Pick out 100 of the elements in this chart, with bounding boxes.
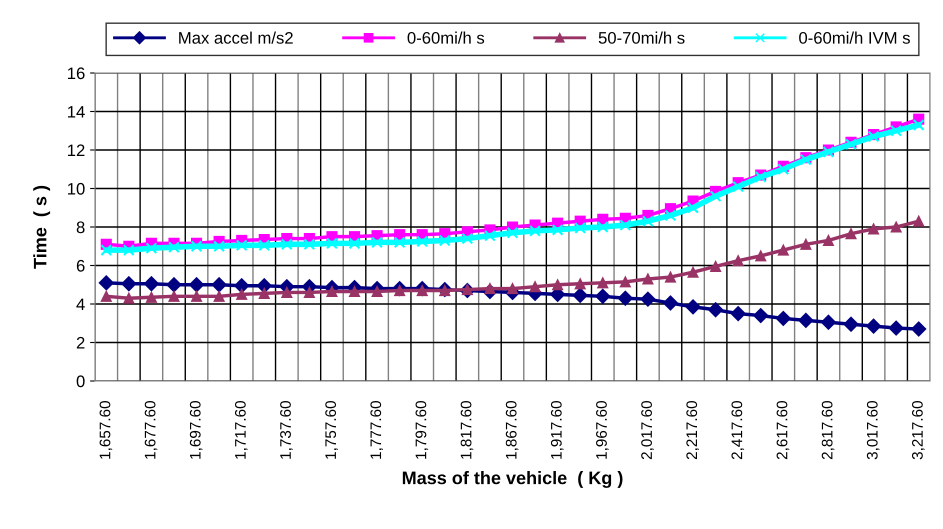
x-tick-label: 1,737.60 [280, 401, 293, 459]
y-axis-title: Time ( s ) [33, 186, 50, 269]
x-tick-label: 3,217.60 [912, 401, 925, 460]
point [529, 224, 541, 237]
point [572, 288, 588, 303]
point [664, 271, 676, 283]
point [620, 276, 631, 288]
point [574, 278, 586, 290]
y-tick-label: 4 [76, 298, 85, 310]
point [213, 240, 226, 252]
point [506, 226, 518, 239]
point [484, 230, 496, 242]
point [574, 222, 586, 234]
y-tick-label: 14 [68, 106, 85, 118]
legend-label: 0-60mi/h IVM s [799, 32, 910, 44]
point [168, 241, 180, 254]
x-tick-label: 1,817.60 [460, 401, 474, 459]
point [753, 308, 768, 324]
legend-label: 50-70mi/h s [598, 32, 685, 44]
x-tick-label: 1,917.60 [550, 401, 564, 459]
point [326, 286, 338, 298]
point [822, 234, 834, 246]
point [461, 232, 474, 244]
point [394, 236, 406, 248]
point [642, 273, 654, 285]
point [597, 277, 608, 288]
point [236, 288, 248, 300]
y-tick-label: 8 [76, 221, 85, 234]
point [438, 234, 451, 246]
point [798, 312, 814, 328]
point [618, 290, 633, 306]
point [214, 290, 225, 302]
point [100, 244, 112, 256]
x-tick-label: 2,217.60 [686, 401, 699, 460]
point [687, 266, 699, 278]
point [845, 228, 857, 240]
point [800, 154, 812, 166]
point [911, 321, 926, 337]
point [662, 295, 678, 311]
point [146, 242, 158, 254]
point [168, 290, 180, 302]
point [212, 277, 227, 292]
point [597, 214, 608, 225]
x-tick-label: 2,417.60 [731, 401, 744, 460]
point [506, 283, 518, 294]
point [913, 216, 924, 227]
x-tick-label: 3,017.60 [866, 401, 880, 460]
point [890, 124, 902, 137]
x-tick-label: 1,797.60 [416, 401, 428, 459]
point [280, 238, 293, 250]
point [687, 202, 699, 214]
point [416, 236, 428, 248]
legend-label: Max accel m/s2 [179, 32, 293, 44]
point [146, 292, 157, 303]
point [303, 238, 316, 250]
point [732, 180, 744, 192]
point [755, 250, 766, 262]
x-tick-label: 2,017.60 [641, 401, 654, 460]
point [868, 223, 880, 234]
point [800, 238, 812, 250]
point [552, 224, 564, 236]
x-tick-label: 1,717.60 [234, 401, 248, 459]
x-tick-label: 1,967.60 [596, 401, 609, 459]
point [843, 316, 859, 332]
point [710, 260, 722, 272]
point [530, 281, 541, 292]
point [664, 210, 676, 222]
point [144, 276, 159, 292]
point [98, 275, 114, 290]
point [552, 279, 564, 290]
x-axis-title: Mass of the vehicle ( Kg ) [402, 471, 622, 488]
x-tick-label: 1,777.60 [370, 401, 383, 459]
point [121, 276, 136, 292]
x-tick-label: 1,757.60 [325, 401, 338, 459]
point [732, 255, 744, 266]
y-tick-label: 6 [76, 260, 85, 272]
x-tick-label: 1,677.60 [144, 401, 158, 459]
x-tick-label: 2,617.60 [776, 401, 790, 460]
y-tick-label: 12 [68, 144, 84, 156]
legend-label: 0-60mi/h s [408, 32, 484, 44]
point [166, 277, 182, 292]
point [912, 119, 925, 131]
point [371, 236, 383, 248]
y-tick-label: 2 [76, 336, 84, 349]
point [820, 314, 836, 330]
y-tick-label: 16 [68, 67, 85, 80]
point [190, 240, 202, 252]
point [234, 278, 250, 294]
point [348, 286, 360, 298]
point [596, 221, 609, 233]
point [845, 138, 857, 150]
point [191, 290, 202, 302]
point [776, 310, 791, 326]
point [640, 292, 656, 307]
y-tick-label: 0 [76, 375, 85, 388]
point [866, 318, 882, 334]
x-tick-label: 1,697.60 [190, 401, 202, 459]
point [730, 306, 746, 322]
point [348, 237, 360, 250]
point [778, 244, 789, 256]
